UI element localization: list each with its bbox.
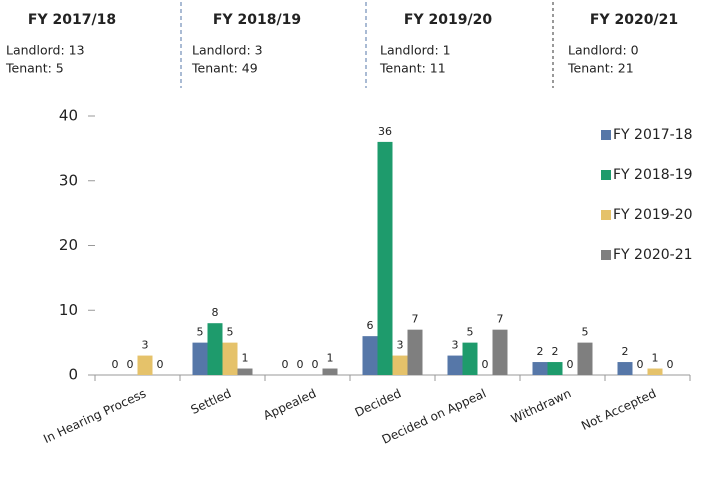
value-label: 0 (282, 358, 289, 371)
panel-line: Landlord: 3 (192, 43, 263, 58)
value-label: 2 (537, 345, 544, 358)
panel-line: Landlord: 13 (6, 43, 85, 58)
panel-line: Tenant: 49 (191, 61, 258, 76)
value-label: 8 (212, 306, 219, 319)
value-label: 5 (582, 326, 589, 339)
bar (137, 355, 153, 375)
legend-label: FY 2019-20 (613, 207, 693, 223)
bar (377, 141, 393, 375)
bar (237, 368, 253, 375)
value-label: 36 (378, 125, 392, 138)
y-tick-label: 0 (68, 366, 78, 384)
legend-swatch (601, 130, 611, 140)
value-label: 0 (312, 358, 319, 371)
value-label: 3 (397, 339, 404, 352)
bar (647, 368, 663, 375)
panel-line: Tenant: 5 (5, 61, 64, 76)
value-label: 7 (497, 313, 504, 326)
bar (492, 329, 508, 375)
panel-line: Landlord: 0 (568, 43, 639, 58)
x-tick-label: In Hearing Process (41, 386, 148, 446)
panel-line: Tenant: 11 (379, 61, 446, 76)
x-tick-label: Decided (353, 386, 403, 419)
y-tick-label: 20 (59, 236, 78, 254)
legend-swatch (601, 250, 611, 260)
x-tick-label: Not Accepted (579, 386, 658, 433)
panel-line: Tenant: 21 (567, 61, 634, 76)
bar (447, 355, 463, 375)
legend-swatch (601, 170, 611, 180)
value-label: 0 (297, 358, 304, 371)
value-label: 1 (242, 352, 249, 365)
x-tick-label: Settled (189, 386, 234, 417)
x-tick-label: Withdrawn (509, 386, 573, 426)
bar (322, 368, 338, 375)
legend-label: FY 2017-18 (613, 127, 693, 143)
bar (532, 362, 548, 375)
panel-title: FY 2020/21 (590, 12, 678, 28)
bar (362, 336, 378, 375)
value-label: 1 (652, 352, 659, 365)
bar (547, 362, 563, 375)
value-label: 3 (142, 339, 149, 352)
value-label: 6 (367, 319, 374, 332)
value-label: 2 (552, 345, 559, 358)
value-label: 7 (412, 313, 419, 326)
bar (392, 355, 408, 375)
panel-title: FY 2019/20 (404, 12, 492, 28)
bar (192, 342, 208, 375)
y-tick-label: 30 (59, 171, 78, 189)
panel-line: Landlord: 1 (380, 43, 451, 58)
panel-title: FY 2017/18 (28, 12, 116, 28)
bar (577, 342, 593, 375)
value-label: 0 (112, 358, 119, 371)
y-tick-label: 40 (59, 107, 78, 125)
legend-label: FY 2020-21 (613, 247, 693, 263)
bar (407, 329, 423, 375)
value-label: 5 (227, 326, 234, 339)
value-label: 0 (482, 358, 489, 371)
value-label: 0 (157, 358, 164, 371)
bar (222, 342, 238, 375)
value-label: 2 (622, 345, 629, 358)
legend-swatch (601, 210, 611, 220)
y-tick-label: 10 (59, 301, 78, 319)
value-label: 0 (127, 358, 134, 371)
legend-label: FY 2018-19 (613, 167, 693, 183)
value-label: 3 (452, 339, 459, 352)
bar (617, 362, 633, 375)
bar (462, 342, 478, 375)
panel-title: FY 2018/19 (213, 12, 301, 28)
value-label: 5 (197, 326, 204, 339)
value-label: 0 (637, 358, 644, 371)
value-label: 0 (567, 358, 574, 371)
value-label: 0 (667, 358, 674, 371)
value-label: 1 (327, 352, 334, 365)
bar (207, 323, 223, 375)
value-label: 5 (467, 326, 474, 339)
x-tick-label: Appealed (261, 386, 318, 423)
